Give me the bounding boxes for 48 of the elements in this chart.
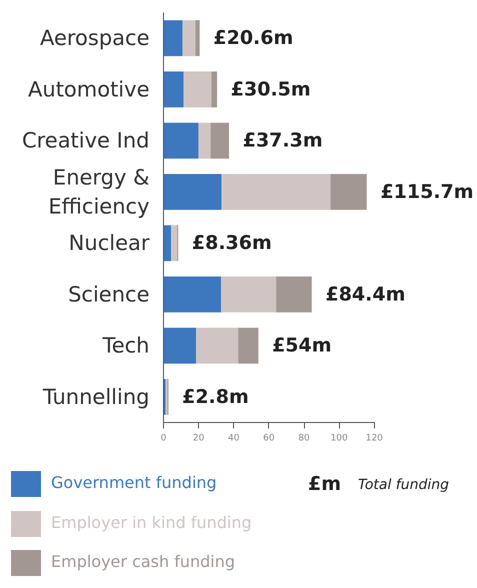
total-label: £30.5m: [230, 78, 311, 100]
x-tick-label: 0: [160, 434, 167, 444]
bar: [198, 122, 211, 159]
y-tick-label: Tunnelling: [42, 384, 150, 409]
bar: [164, 71, 184, 108]
total-label: £8.36m: [192, 232, 272, 254]
bar: [164, 225, 172, 262]
bar: [238, 328, 258, 364]
bar: [210, 122, 230, 159]
bar: [182, 20, 196, 56]
bar: [184, 71, 212, 108]
y-tick-label: Aerospace: [40, 26, 150, 50]
x-tick-label: 40: [228, 434, 240, 444]
bar: [164, 20, 182, 56]
total-label: £54m: [272, 334, 332, 357]
bar: [211, 71, 218, 108]
total-label: £2.8m: [182, 386, 249, 408]
text: Total funding: [358, 476, 450, 495]
bar: [330, 174, 367, 210]
total-label: £20.6m: [213, 27, 294, 50]
bar: [221, 276, 276, 312]
text: £m: [308, 472, 342, 497]
bar: [164, 276, 222, 312]
legend-label: Government funding: [51, 473, 217, 492]
bar: [276, 276, 312, 312]
y-tick-label: Tech: [101, 334, 150, 358]
x-tick-label: 120: [366, 434, 384, 444]
bar: [164, 122, 198, 159]
x-tick-label: 100: [330, 434, 348, 444]
x-tick-label: 60: [263, 434, 275, 444]
bar: [164, 174, 222, 210]
total-label: £115.7m: [380, 180, 474, 203]
bar: [196, 328, 238, 364]
y-tick-label: Energy & Efficiency: [48, 165, 150, 218]
bar: [171, 225, 178, 262]
legend-label: Employer in kind funding: [51, 512, 252, 532]
y-tick-label: Creative Ind: [22, 128, 150, 153]
x-tick-label: 80: [298, 434, 310, 444]
y-tick-label: Science: [68, 282, 150, 306]
y-tick-label: Nuclear: [68, 231, 150, 256]
total-label: £37.3m: [242, 130, 323, 152]
legend-label: Employer cash funding: [51, 552, 236, 571]
bar: [221, 174, 330, 210]
total-label: £84.4m: [325, 283, 406, 306]
bar: [195, 20, 200, 56]
y-tick-label: Automotive: [28, 77, 150, 102]
bar: [164, 328, 196, 364]
x-tick-label: 20: [192, 434, 205, 444]
